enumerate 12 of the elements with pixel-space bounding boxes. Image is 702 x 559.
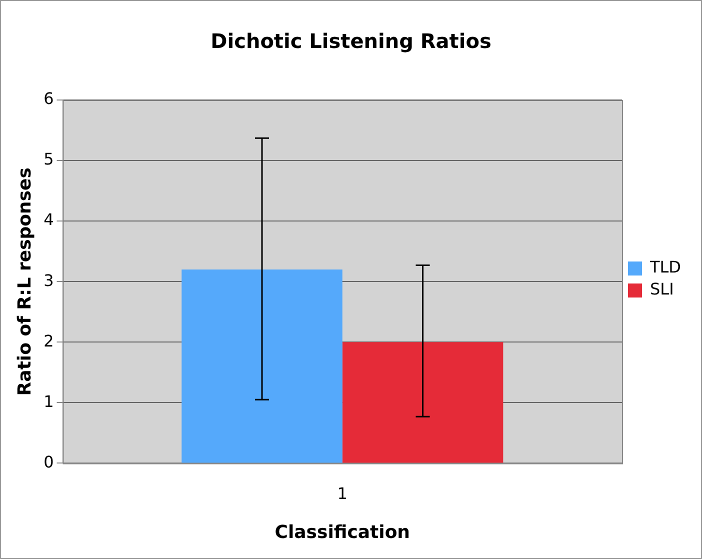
- y-tick-label: 1: [44, 392, 54, 411]
- y-tick-label: 5: [44, 150, 54, 169]
- y-tick-label: 4: [44, 210, 54, 230]
- y-axis-title: Ratio of R:L responses: [14, 168, 36, 396]
- legend-label: TLD: [648, 258, 682, 277]
- chart-title: Dichotic Listening Ratios: [210, 29, 492, 54]
- legend-label: SLI: [650, 280, 674, 299]
- x-axis-title: Classification: [274, 522, 410, 543]
- y-tick-label: 2: [44, 331, 54, 350]
- y-tick-label: 0: [44, 452, 54, 472]
- y-tick-label: 3: [44, 270, 54, 290]
- y-tick-label: 6: [44, 89, 54, 108]
